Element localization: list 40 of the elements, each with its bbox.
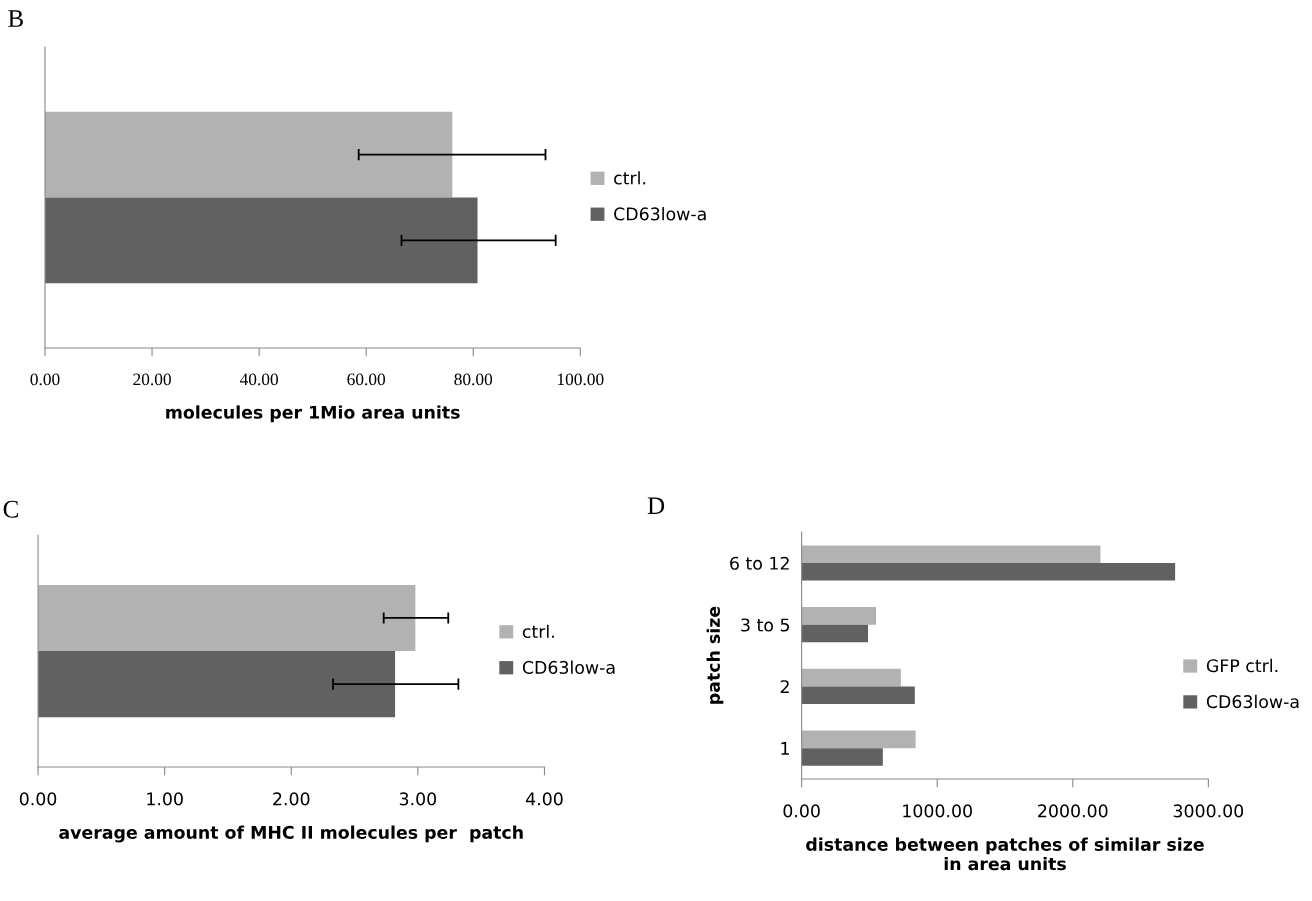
x-tick-label: 3.00 [399, 792, 437, 806]
bar [801, 748, 883, 766]
chart-title: D [647, 497, 665, 514]
x-tick-label: 60.00 [347, 373, 386, 386]
bar [801, 624, 869, 643]
x-axis-title: average amount of MHC II molecules per patch [59, 825, 523, 843]
x-axis-title: distance between patches of similar size in area units [806, 837, 1204, 871]
y-tick-label: 6 to 12 [730, 556, 789, 570]
bar [801, 607, 877, 625]
x-tick-label: 4.00 [526, 792, 563, 806]
y-tick-label: 3 to 5 [741, 618, 790, 632]
legend-label: CD63low-a [522, 660, 615, 674]
x-tick-label: 2.00 [273, 792, 310, 806]
x-tick-label: 40.00 [239, 373, 278, 386]
x-tick-label: 100.00 [557, 373, 604, 386]
y-tick-label: 2 [780, 680, 789, 694]
chart-title: B [8, 10, 23, 27]
bar [801, 545, 1101, 563]
bar [801, 686, 915, 705]
x-tick-label: 0.00 [783, 804, 820, 818]
y-tick-label: 1 [781, 742, 789, 755]
x-tick-label: 20.00 [133, 373, 171, 386]
x-tick-label: 80.00 [454, 373, 493, 386]
x-tick-label: 2000.00 [1038, 804, 1108, 818]
legend-label: CD63low-a [614, 207, 706, 221]
x-tick-label: 1000.00 [903, 804, 972, 818]
bar [801, 668, 901, 687]
chart-title: C [3, 500, 18, 518]
x-tick-label: 0.00 [19, 792, 57, 806]
legend-label: ctrl. [522, 624, 554, 639]
x-tick-label: 0.00 [30, 373, 60, 386]
x-axis-title: molecules per 1Mio area units [166, 405, 460, 423]
x-tick-label: 1.00 [147, 792, 183, 806]
legend-label: GFP ctrl. [1206, 658, 1278, 673]
bar [801, 730, 916, 749]
bar [801, 562, 1176, 581]
y-axis-title: patch size [706, 606, 724, 704]
x-tick-label: 3000.00 [1173, 804, 1244, 818]
legend-label: CD63low-a [1206, 694, 1299, 709]
legend-label: ctrl. [614, 171, 646, 185]
